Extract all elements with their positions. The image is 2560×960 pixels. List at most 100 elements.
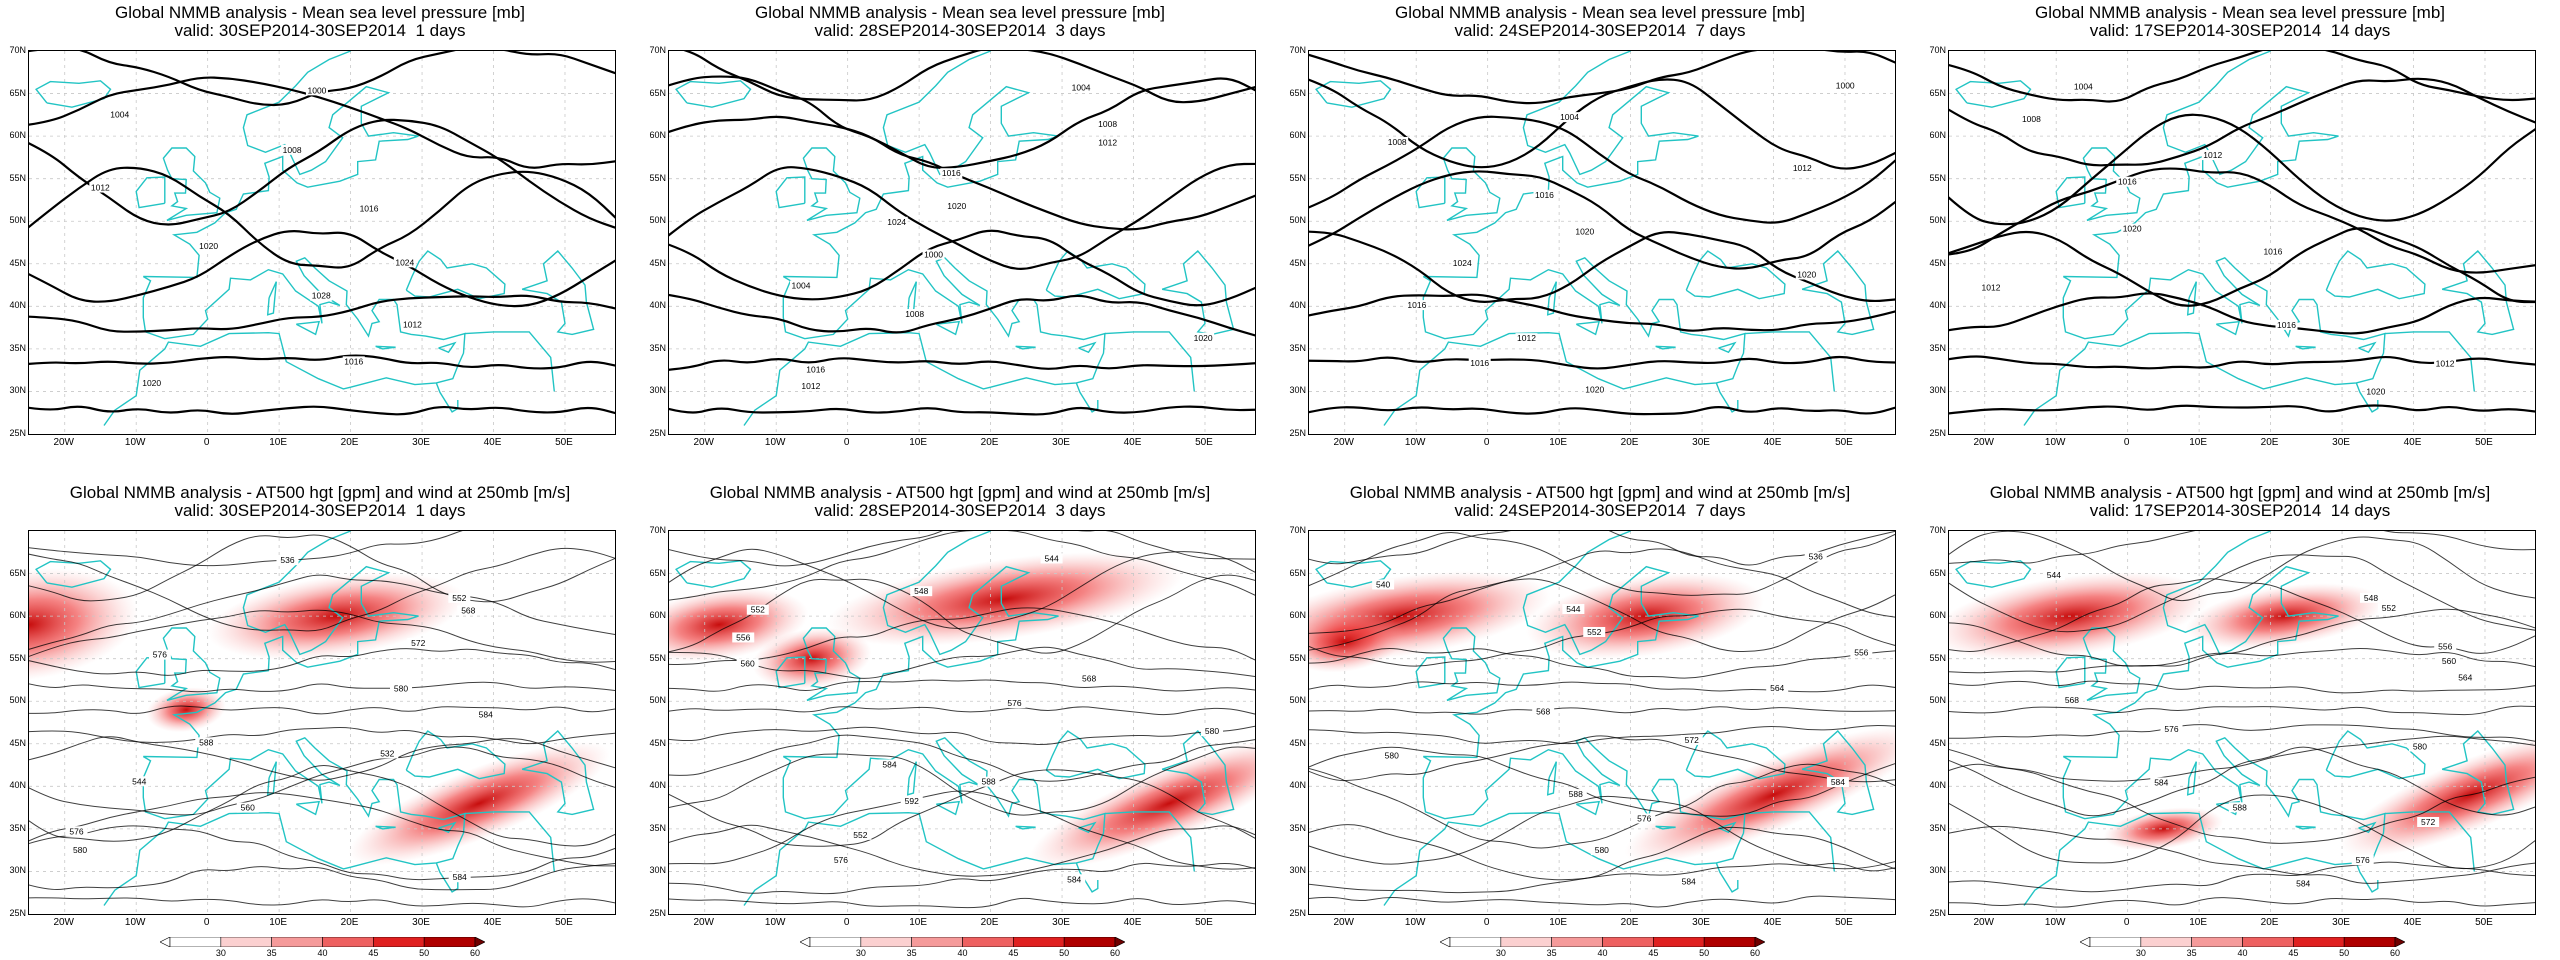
x-tick-label: 10W (2044, 437, 2066, 448)
subtitle-text: valid: 28SEP2014-30SEP2014 3 days (814, 21, 1106, 40)
x-tick-label: 50E (2475, 917, 2493, 928)
y-tick-label: 55N (1289, 652, 1306, 663)
x-tick-label: 0 (203, 437, 210, 448)
x-tick-label: 0 (2123, 917, 2130, 928)
title-text: Global NMMB analysis - Mean sea level pr… (1394, 3, 1806, 22)
contour-label: 544 (132, 776, 146, 786)
x-tick-label: 30E (2332, 917, 2350, 928)
map-svg: 1000 1004 1008 1012 1016 1020 1024 1020 1016 1012… (1309, 51, 1895, 434)
map-svg: 544 548 552 556 560 568 576 580 584 588 592 552 576 5… (669, 531, 1255, 914)
contour-label: 1012 (91, 183, 110, 193)
chart-title: Global NMMB analysis - Mean sea level pr… (1920, 4, 2560, 40)
contour-label: 580 (394, 684, 408, 694)
contour-label: 584 (1067, 874, 1081, 884)
y-tick-label: 45N (1929, 257, 1946, 268)
y-tick-label: 65N (649, 567, 666, 578)
y-tick-label: 25N (1929, 428, 1946, 438)
x-tick-label: 20E (1620, 917, 1639, 928)
y-tick-label: 40N (1289, 300, 1306, 311)
title-text: Global NMMB analysis - AT500 hgt [gpm] a… (69, 483, 571, 502)
x-tick-label: 20E (980, 917, 999, 928)
x-tick-label: 10E (909, 917, 927, 928)
y-tick-label: 35N (649, 822, 666, 833)
colorbar-label: 60 (1749, 948, 1760, 958)
x-tick-label: 10E (269, 917, 287, 928)
x-tick-label: 30E (412, 437, 430, 448)
x-tick-label: 50E (1195, 437, 1213, 448)
y-tick-label: 50N (9, 215, 26, 226)
grid (1949, 51, 2535, 434)
contour-labels: 1000 1004 1008 1012 1016 1020 1024 1028 1012 1016… (89, 85, 424, 388)
y-tick-label: 65N (1929, 567, 1946, 578)
contour-label: 1024 (395, 257, 414, 267)
y-tick-label: 65N (9, 567, 26, 578)
contour-label: 552 (751, 605, 765, 615)
title-text: Global NMMB analysis - AT500 hgt [gpm] a… (1349, 483, 1851, 502)
x-tick-label: 10W (124, 437, 146, 448)
colorbar-label: 60 (1109, 948, 1120, 958)
x-tick-label: 20E (1620, 437, 1639, 448)
chart-panel-4: Global NMMB analysis - Mean sea level pr… (1920, 0, 2560, 480)
y-tick-label: 55N (9, 172, 26, 183)
grid (1949, 531, 2535, 914)
x-tick-label: 0 (203, 917, 210, 928)
x-tick-label: 50E (1835, 917, 1853, 928)
y-tick-label: 65N (9, 87, 26, 98)
x-tick-label: 20W (693, 437, 714, 448)
colorbar-label: 45 (1648, 948, 1659, 958)
contour-label: 532 (380, 748, 394, 758)
contour-label: 572 (2421, 817, 2435, 827)
subtitle-text: valid: 24SEP2014-30SEP2014 7 days (1454, 21, 1746, 40)
contour-label: 1000 (307, 85, 326, 95)
y-tick-label: 40N (649, 300, 666, 311)
chart-title: Global NMMB analysis - AT500 hgt [gpm] a… (0, 484, 640, 520)
y-tick-label: 50N (1929, 215, 1946, 226)
x-tick-label: 50E (1195, 917, 1213, 928)
y-tick-label: 25N (9, 908, 26, 918)
contour-label: 584 (1682, 876, 1696, 886)
contour-label: 588 (2233, 802, 2247, 812)
y-tick-label: 50N (1929, 695, 1946, 706)
y-tick-label: 30N (649, 385, 666, 396)
colorbar-label: 45 (1008, 948, 1019, 958)
contour-label: 560 (2442, 656, 2456, 666)
y-tick-label: 35N (1929, 822, 1946, 833)
contours (1949, 531, 2535, 908)
y-tick-label: 35N (9, 822, 26, 833)
colorbar-label: 35 (1546, 948, 1557, 958)
x-tick-label: 20E (2260, 917, 2279, 928)
contour-labels: 536 540 544 552 556 564 568 572 580 584 588 576 580 5… (1372, 551, 1873, 887)
colorbar-label: 50 (1059, 948, 1070, 958)
map-area: 544 548 552 556 560 564 568 576 580 584 588 572 576 5… (1948, 530, 2536, 915)
contour-label: 1008 (283, 145, 302, 155)
coastlines (675, 51, 1235, 426)
x-tick-label: 10W (1404, 437, 1426, 448)
contour-label: 1016 (1407, 300, 1426, 310)
contour-label: 544 (2047, 570, 2061, 580)
contour-label: 580 (73, 845, 87, 855)
y-tick-label: 25N (1929, 908, 1946, 918)
contour-label: 544 (1045, 553, 1059, 563)
y-tick-label: 70N (9, 45, 26, 55)
y-tick-label: 55N (649, 652, 666, 663)
contour-label: 548 (2364, 593, 2378, 603)
contour-label: 1016 (1470, 358, 1489, 368)
y-tick-label: 40N (1929, 780, 1946, 791)
coastlines (35, 531, 595, 906)
contour-label: 564 (1770, 683, 1784, 693)
contour-label: 1012 (1793, 163, 1812, 173)
contour-label: 580 (1385, 750, 1399, 760)
contour-label: 588 (199, 737, 213, 747)
x-tick-label: 30E (1052, 917, 1070, 928)
contour-label: 580 (2413, 741, 2427, 751)
contour-label: 552 (853, 830, 867, 840)
contour-label: 588 (1569, 789, 1583, 799)
chart-panel-8: Global NMMB analysis - AT500 hgt [gpm] a… (1920, 480, 2560, 960)
x-tick-label: 50E (2475, 437, 2493, 448)
y-tick-label: 40N (9, 300, 26, 311)
contour-label: 576 (69, 826, 83, 836)
contour-label: 1016 (942, 168, 961, 178)
x-tick-label: 20E (340, 437, 359, 448)
map-svg: 1004 1008 1012 1016 1020 1024 1000 1004 1008 1020… (669, 51, 1255, 434)
contours (1309, 51, 1895, 416)
